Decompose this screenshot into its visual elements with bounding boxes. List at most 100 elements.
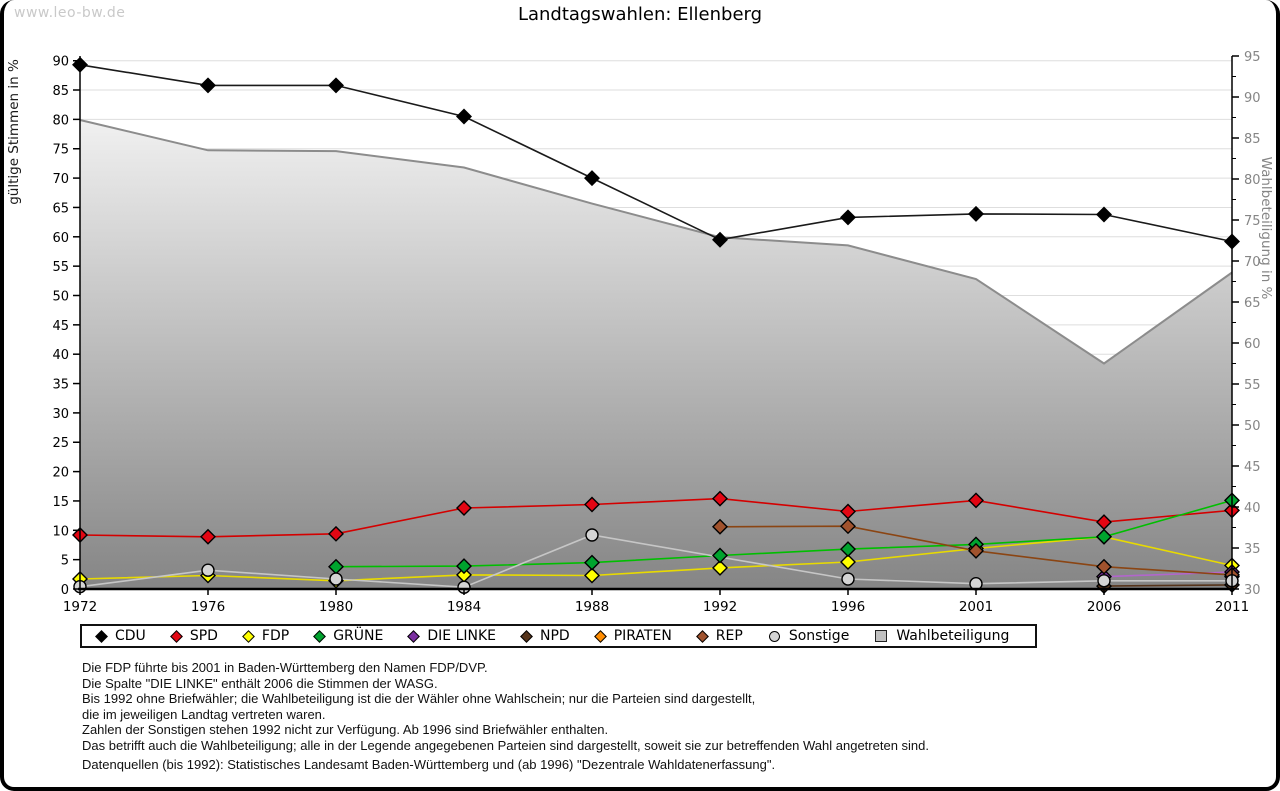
- x-tick-label: 1992: [703, 599, 737, 615]
- left-tick-label: 10: [52, 524, 69, 539]
- right-tick-label: 60: [1244, 337, 1261, 352]
- left-tick-label: 0: [61, 583, 69, 598]
- series-line-spd: [79, 497, 1233, 538]
- legend-marker-diamond-icon: [407, 629, 421, 643]
- data-point-rep: [1096, 558, 1112, 575]
- data-point-cdu: [456, 108, 472, 125]
- legend-label: PIRATEN: [613, 628, 672, 644]
- x-tick-label: 1980: [319, 599, 353, 615]
- data-point-sonstige: [329, 572, 343, 586]
- legend-label: Sonstige: [788, 628, 850, 644]
- footnote-line: Das betrifft auch die Wahlbeteiligung; a…: [82, 737, 929, 753]
- left-tick-label: 30: [52, 407, 69, 422]
- right-tick-label: 30: [1244, 583, 1261, 598]
- data-point-grüne: [584, 554, 600, 571]
- left-tick-label: 90: [52, 55, 69, 70]
- right-tick-label: 35: [1244, 542, 1261, 557]
- data-point-grüne: [712, 547, 728, 564]
- legend-label: DIE LINKE: [427, 628, 496, 644]
- legend-item-fdp: FDP: [242, 628, 289, 644]
- data-point-cdu: [840, 209, 856, 226]
- footnote-line: Die Spalte "DIE LINKE" enthält 2006 die …: [82, 675, 438, 691]
- data-point-sonstige: [585, 528, 599, 542]
- left-tick-label: 40: [52, 348, 69, 363]
- legend-item-piraten: PIRATEN: [593, 628, 672, 644]
- watermark: www.leo-bw.de: [14, 5, 126, 21]
- left-tick-label: 15: [52, 495, 69, 510]
- x-tick-label: 2006: [1087, 599, 1121, 615]
- right-tick-label: 85: [1244, 132, 1261, 147]
- data-sources-line: Datenquellen (bis 1992): Statistisches L…: [82, 757, 776, 772]
- left-axis-title: gültige Stimmen in %: [6, 59, 22, 205]
- left-tick-label: 35: [52, 378, 69, 393]
- data-point-spd: [200, 528, 216, 545]
- data-point-spd: [584, 496, 600, 513]
- legend-marker-square-icon: [875, 630, 888, 642]
- x-tick-label: 1984: [447, 599, 481, 615]
- x-tick-label: 1976: [191, 599, 225, 615]
- legend-label: GRÜNE: [333, 628, 384, 644]
- data-point-sonstige: [1097, 574, 1111, 588]
- legend-label: Wahlbeteiligung: [896, 628, 1010, 644]
- right-tick-label: 75: [1244, 214, 1261, 229]
- footnote-line: Zahlen der Sonstigen stehen 1992 nicht z…: [82, 722, 609, 738]
- x-tick-label: 2011: [1215, 599, 1249, 615]
- x-tick-label: 2001: [959, 599, 993, 615]
- data-point-grüne: [1096, 528, 1112, 545]
- left-tick-label: 50: [52, 289, 69, 304]
- right-tick-label: 45: [1244, 460, 1261, 475]
- page-title: Landtagswahlen: Ellenberg: [517, 4, 763, 25]
- left-tick-label: 20: [52, 466, 69, 481]
- right-tick-label: 80: [1244, 173, 1261, 188]
- x-tick-label: 1996: [831, 599, 865, 615]
- data-point-cdu: [328, 77, 344, 94]
- left-tick-label: 85: [52, 84, 69, 99]
- legend-item-rep: REP: [695, 628, 743, 644]
- legend-label: NPD: [540, 628, 570, 644]
- legend-item-cdu: CDU: [95, 628, 146, 644]
- left-tick-label: 60: [52, 231, 69, 246]
- data-point-spd: [712, 490, 728, 507]
- data-point-sonstige: [841, 572, 855, 586]
- data-point-cdu: [584, 170, 600, 187]
- legend-marker-diamond-icon: [593, 629, 607, 643]
- legend-marker-diamond-icon: [313, 629, 327, 643]
- x-tick-label: 1988: [575, 599, 609, 615]
- right-tick-label: 65: [1244, 296, 1261, 311]
- data-point-spd: [328, 525, 344, 542]
- right-axis-title: Wahlbeteiligung in %: [1258, 157, 1274, 300]
- data-point-sonstige: [201, 563, 215, 577]
- left-tick-label: 45: [52, 319, 69, 334]
- legend-label: CDU: [115, 628, 146, 644]
- data-point-grüne: [840, 541, 856, 558]
- left-tick-label: 80: [52, 113, 69, 128]
- wahlbeteiligung-area: [80, 120, 1232, 589]
- series-line-cdu: [79, 64, 1233, 243]
- wahlbeteiligung-line: [79, 119, 1233, 365]
- legend-marker-diamond-icon: [695, 629, 709, 643]
- right-tick-label: 55: [1244, 378, 1261, 393]
- footnote-line: Die FDP führte bis 2001 in Baden-Württem…: [82, 660, 488, 675]
- right-tick-label: 90: [1244, 91, 1261, 106]
- data-point-spd: [456, 500, 472, 516]
- footnote-line: die im jeweiligen Landtag vertreten ware…: [82, 706, 326, 722]
- legend-marker-diamond-icon: [95, 629, 108, 643]
- line-chart: 0 5 10 15 20 25 30 35 40 45 50 55 60 65 70 75 80 85 90 30 35…: [6, 50, 1274, 615]
- data-point-fdp: [712, 559, 728, 576]
- data-point-cdu: [968, 205, 984, 222]
- chart-legend: CDU SPD FDP GRÜNE DIE LINKE NPD PIRATEN REP Sons…: [80, 624, 1037, 648]
- right-tick-label: 50: [1244, 419, 1261, 434]
- data-point-rep: [968, 542, 984, 559]
- legend-item-sonstige: Sonstige: [768, 628, 850, 644]
- data-point-rep: [840, 518, 856, 535]
- legend-item-spd: SPD: [169, 628, 218, 644]
- series-line-grüne: [335, 499, 1233, 568]
- series-line-fdp: [79, 535, 1233, 582]
- data-point-cdu: [712, 231, 728, 248]
- legend-marker-circle-icon: [768, 630, 780, 642]
- series-line-npd: [1103, 584, 1233, 587]
- left-tick-label: 5: [61, 554, 69, 569]
- data-point-spd: [968, 492, 984, 509]
- data-point-fdp: [840, 554, 856, 570]
